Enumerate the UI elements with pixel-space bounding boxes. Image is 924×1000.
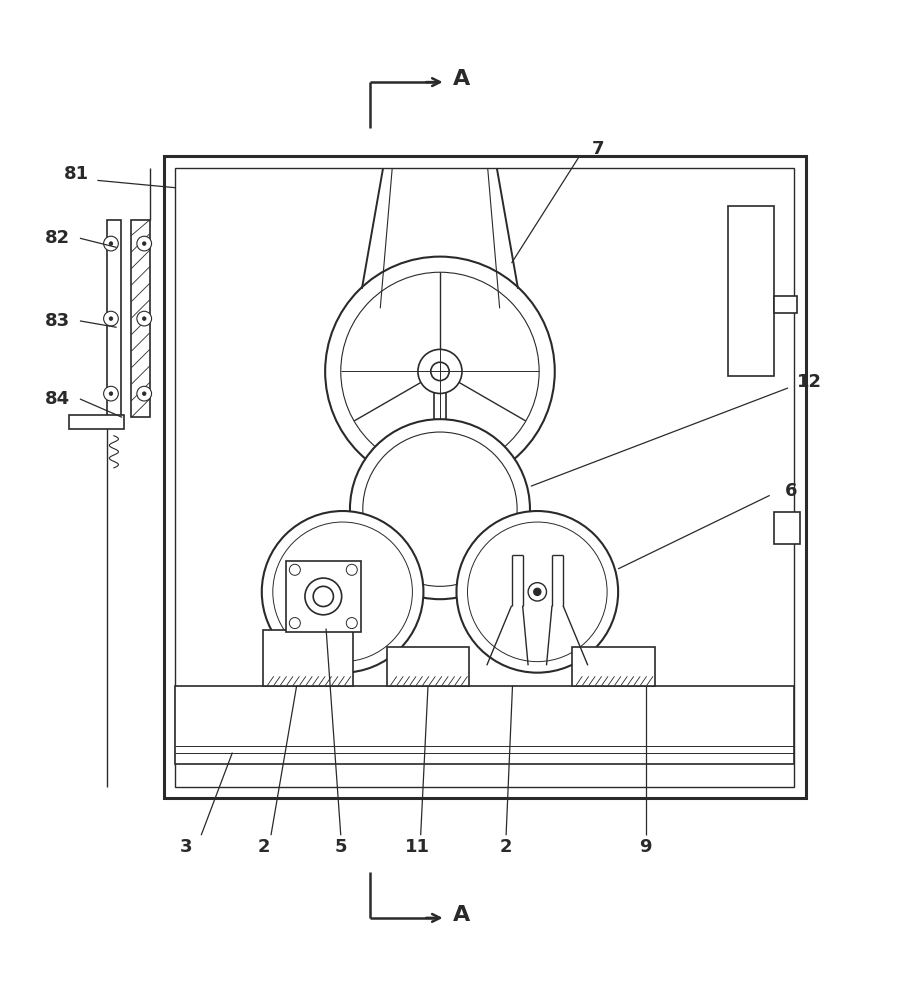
Circle shape <box>289 618 300 629</box>
Circle shape <box>103 311 118 326</box>
Circle shape <box>350 419 530 599</box>
Circle shape <box>418 349 462 393</box>
Text: 6: 6 <box>784 482 797 500</box>
Text: 7: 7 <box>591 140 604 158</box>
Text: 81: 81 <box>64 165 89 183</box>
Text: A: A <box>453 905 470 925</box>
Circle shape <box>313 586 334 607</box>
Circle shape <box>431 362 449 381</box>
Circle shape <box>289 564 300 575</box>
Circle shape <box>341 272 539 471</box>
Circle shape <box>534 588 541 596</box>
Circle shape <box>346 618 358 629</box>
Circle shape <box>142 317 146 320</box>
Text: 5: 5 <box>334 838 347 856</box>
Text: 83: 83 <box>45 312 70 330</box>
Bar <box>131 220 150 417</box>
Circle shape <box>273 522 412 662</box>
Circle shape <box>363 432 517 586</box>
Circle shape <box>137 236 152 251</box>
Bar <box>286 561 361 632</box>
Circle shape <box>103 236 118 251</box>
Circle shape <box>529 583 546 601</box>
Circle shape <box>305 578 342 615</box>
Circle shape <box>137 311 152 326</box>
Bar <box>774 512 800 544</box>
Circle shape <box>109 317 113 320</box>
Circle shape <box>109 392 113 395</box>
Circle shape <box>142 242 146 245</box>
Bar <box>728 206 774 376</box>
Bar <box>774 296 797 313</box>
Bar <box>262 630 353 686</box>
Text: A: A <box>453 69 470 89</box>
Text: 84: 84 <box>45 390 70 408</box>
Circle shape <box>325 257 554 486</box>
Circle shape <box>103 386 118 401</box>
Circle shape <box>346 564 358 575</box>
Circle shape <box>261 511 423 673</box>
Circle shape <box>137 386 152 401</box>
Circle shape <box>109 242 113 245</box>
Text: 11: 11 <box>406 838 431 856</box>
Bar <box>176 168 795 787</box>
Bar <box>164 156 807 798</box>
Bar <box>386 647 469 686</box>
Circle shape <box>142 392 146 395</box>
Text: 2: 2 <box>500 838 512 856</box>
Circle shape <box>468 522 607 662</box>
Text: 9: 9 <box>639 838 652 856</box>
Text: 12: 12 <box>796 373 821 391</box>
Bar <box>176 686 795 764</box>
Text: 82: 82 <box>45 229 70 247</box>
Circle shape <box>456 511 618 673</box>
Text: 3: 3 <box>180 838 193 856</box>
Bar <box>572 647 655 686</box>
Text: 2: 2 <box>258 838 270 856</box>
Bar <box>106 220 121 417</box>
Bar <box>69 415 124 429</box>
